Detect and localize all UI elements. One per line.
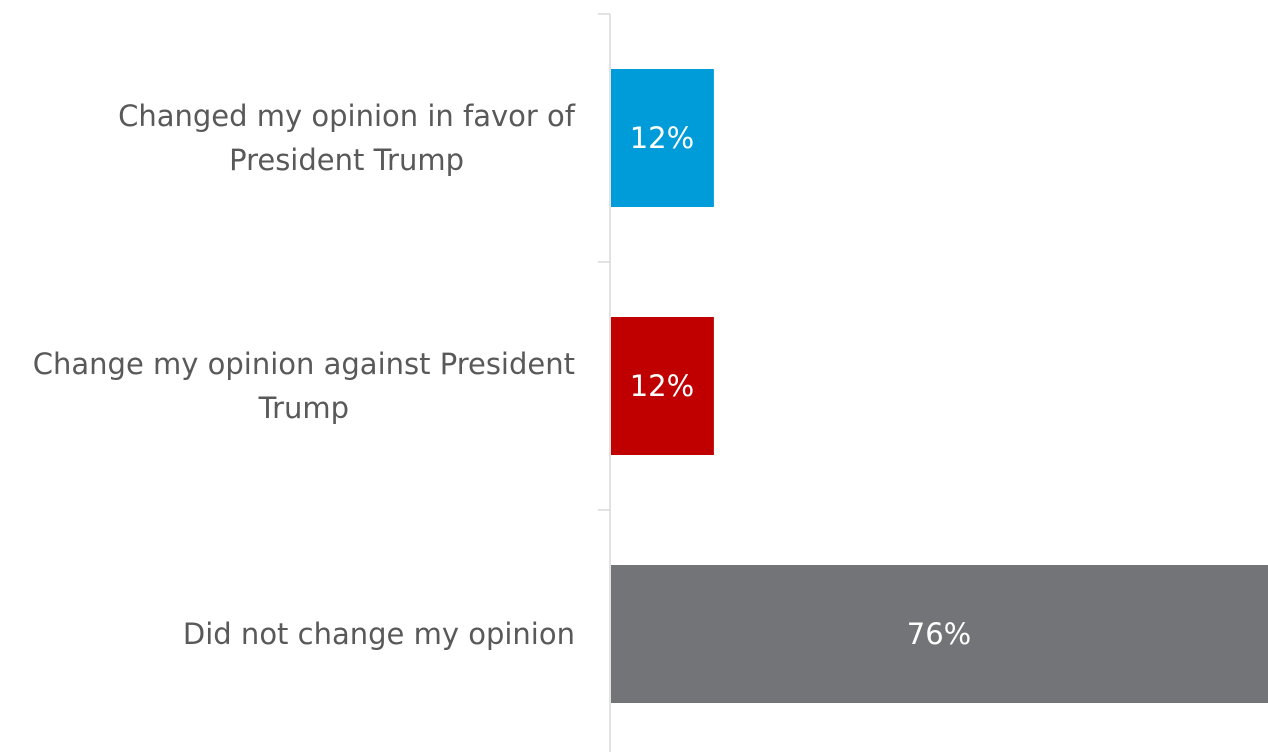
category-label: Did not change my opinion (183, 617, 575, 651)
data-label: 12% (630, 369, 694, 403)
bar-2 (611, 317, 714, 455)
data-label: 12% (630, 121, 694, 155)
category-label-line: Trump (258, 391, 349, 425)
bar-3 (611, 565, 1268, 703)
category-label-line: Change my opinion against President (33, 347, 575, 381)
axis-layer (598, 13, 611, 752)
category-label: Changed my opinion in favor of President … (118, 99, 576, 177)
category-label-line: Changed my opinion in favor of (118, 99, 576, 133)
data-label: 76% (907, 617, 971, 651)
category-label-line: President Trump (229, 143, 464, 177)
labels-layer: 12% Changed my opinion in favor of Preside… (33, 99, 971, 651)
bars-layer (611, 69, 1268, 703)
bar-1 (611, 69, 714, 207)
category-label: Change my opinion against President Trump (33, 347, 575, 425)
category-label-line: Did not change my opinion (183, 617, 575, 651)
